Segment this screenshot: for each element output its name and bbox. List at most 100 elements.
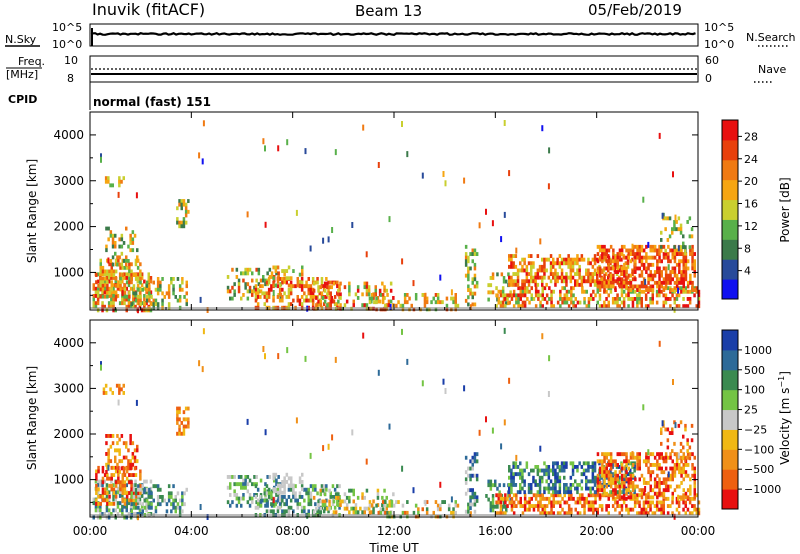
range-gate-cell — [338, 484, 341, 489]
range-gate-cell — [541, 468, 544, 473]
range-gate-cell — [100, 153, 102, 160]
range-gate-cell — [255, 493, 258, 497]
range-gate-cell — [362, 332, 365, 339]
range-gate-cell — [587, 304, 591, 309]
range-gate-cell — [401, 328, 403, 335]
range-gate-cell — [143, 302, 147, 307]
range-gate-cell — [620, 468, 623, 473]
range-gate-cell — [107, 276, 111, 280]
range-gate-cell — [285, 502, 288, 507]
range-gate-cell — [292, 269, 295, 273]
range-gate-cell — [509, 497, 512, 502]
range-gate-cell — [605, 304, 608, 309]
range-gate-cell — [107, 237, 110, 242]
range-gate-cell — [510, 257, 513, 262]
range-gate-cell — [447, 503, 451, 508]
range-gate-cell — [684, 470, 688, 475]
range-gate-cell — [598, 495, 602, 500]
range-gate-cell — [536, 254, 540, 258]
range-gate-cell — [454, 500, 457, 504]
range-gate-cell — [576, 268, 579, 273]
range-gate-cell — [107, 515, 111, 520]
range-gate-cell — [491, 501, 495, 506]
range-gate-cell — [556, 479, 559, 484]
range-gate-cell — [150, 491, 153, 496]
colorbar-tick-label: −500 — [744, 463, 774, 476]
range-gate-cell — [450, 307, 453, 312]
range-gate-cell — [521, 504, 525, 508]
range-gate-cell — [612, 481, 615, 485]
range-gate-cell — [620, 289, 624, 294]
range-gate-cell — [309, 498, 313, 503]
range-gate-cell — [541, 268, 544, 273]
range-gate-cell — [666, 427, 670, 432]
range-gate-cell — [277, 475, 280, 479]
range-gate-cell — [625, 491, 628, 496]
range-gate-cell — [660, 284, 663, 289]
range-gate-cell — [110, 290, 113, 295]
range-gate-cell — [596, 244, 600, 249]
range-gate-cell — [658, 500, 661, 505]
range-gate-cell — [532, 468, 535, 473]
range-gate-cell — [636, 463, 639, 467]
range-gate-cell — [136, 491, 140, 495]
range-gate-cell — [265, 280, 269, 285]
range-gate-cell — [673, 289, 676, 294]
range-gate-cell — [311, 277, 315, 281]
range-gate-cell — [116, 486, 120, 491]
range-gate-cell — [536, 490, 540, 495]
range-gate-cell — [497, 300, 500, 305]
range-gate-cell — [607, 280, 611, 285]
range-gate-cell — [611, 472, 614, 477]
range-gate-cell — [614, 262, 617, 267]
range-gate-cell — [331, 502, 335, 507]
range-gate-cell — [312, 495, 316, 500]
range-gate-cell — [246, 289, 250, 294]
range-gate-cell — [97, 494, 100, 499]
range-gate-cell — [136, 255, 139, 260]
range-gate-cell — [636, 252, 639, 256]
range-gate-cell — [649, 463, 652, 467]
range-gate-cell — [620, 466, 624, 471]
range-gate-cell — [523, 490, 526, 495]
range-gate-cell — [618, 277, 622, 282]
range-gate-cell — [259, 500, 263, 505]
range-gate-cell — [620, 481, 624, 485]
range-gate-cell — [303, 498, 306, 503]
range-gate-cell — [563, 461, 566, 466]
range-gate-cell — [519, 496, 522, 501]
range-gate-cell — [548, 147, 551, 154]
range-gate-cell — [678, 270, 681, 274]
range-gate-cell — [326, 303, 329, 308]
range-gate-cell — [543, 297, 547, 301]
range-gate-cell — [101, 483, 104, 488]
range-gate-cell — [627, 304, 630, 309]
range-gate-cell — [664, 284, 668, 289]
range-gate-cell — [545, 268, 548, 273]
range-gate-cell — [176, 431, 179, 436]
range-gate-cell — [496, 297, 499, 302]
range-gate-cell — [114, 269, 118, 274]
range-gate-cell — [267, 495, 271, 499]
range-gate-cell — [491, 427, 494, 434]
range-gate-cell — [337, 299, 340, 304]
range-gate-cell — [123, 473, 127, 477]
range-gate-cell — [257, 282, 261, 287]
range-gate-cell — [281, 298, 284, 303]
range-gate-cell — [552, 483, 555, 487]
range-gate-cell — [523, 479, 526, 484]
range-gate-cell — [334, 510, 338, 515]
range-gate-cell — [99, 272, 102, 277]
range-gate-cell — [368, 300, 372, 305]
range-gate-cell — [509, 290, 512, 295]
range-gate-cell — [323, 503, 327, 507]
range-gate-cell — [134, 479, 137, 484]
range-gate-cell — [265, 291, 269, 296]
range-gate-cell — [678, 277, 681, 282]
range-gate-cell — [114, 483, 118, 488]
range-gate-cell — [257, 267, 261, 272]
range-gate-cell — [629, 297, 632, 301]
range-gate-cell — [309, 495, 313, 499]
range-gate-cell — [128, 473, 131, 477]
range-gate-cell — [512, 500, 516, 505]
